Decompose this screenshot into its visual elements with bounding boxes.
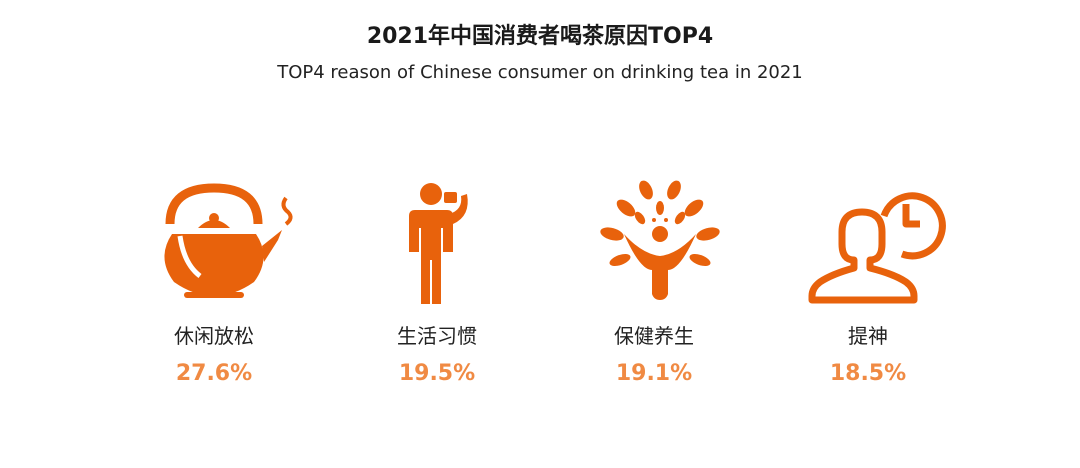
reason-value: 18.5%	[829, 361, 907, 386]
reason-item-1: 休闲放松 27.6%	[114, 178, 314, 386]
reason-item-2: 生活习惯 19.5%	[337, 178, 537, 386]
reason-value: 19.1%	[615, 361, 693, 386]
chart-subtitle: TOP4 reason of Chinese consumer on drink…	[277, 62, 803, 83]
reason-value: 27.6%	[175, 361, 253, 386]
reason-label: 提神	[848, 324, 888, 348]
reason-label: 生活习惯	[397, 324, 477, 348]
reason-value: 19.5%	[398, 361, 476, 386]
reason-item-4: 提神 18.5%	[768, 178, 968, 386]
reason-item-3: 保健养生 19.1%	[554, 178, 754, 386]
tree-person-icon	[600, 180, 720, 300]
person-drinking-icon	[409, 183, 468, 304]
reason-label: 保健养生	[614, 324, 694, 348]
chart-title: 2021年中国消费者喝茶原因TOP4	[366, 24, 714, 49]
reason-label: 休闲放松	[174, 324, 254, 348]
teapot-icon	[164, 183, 293, 298]
person-clock-icon	[808, 192, 946, 304]
